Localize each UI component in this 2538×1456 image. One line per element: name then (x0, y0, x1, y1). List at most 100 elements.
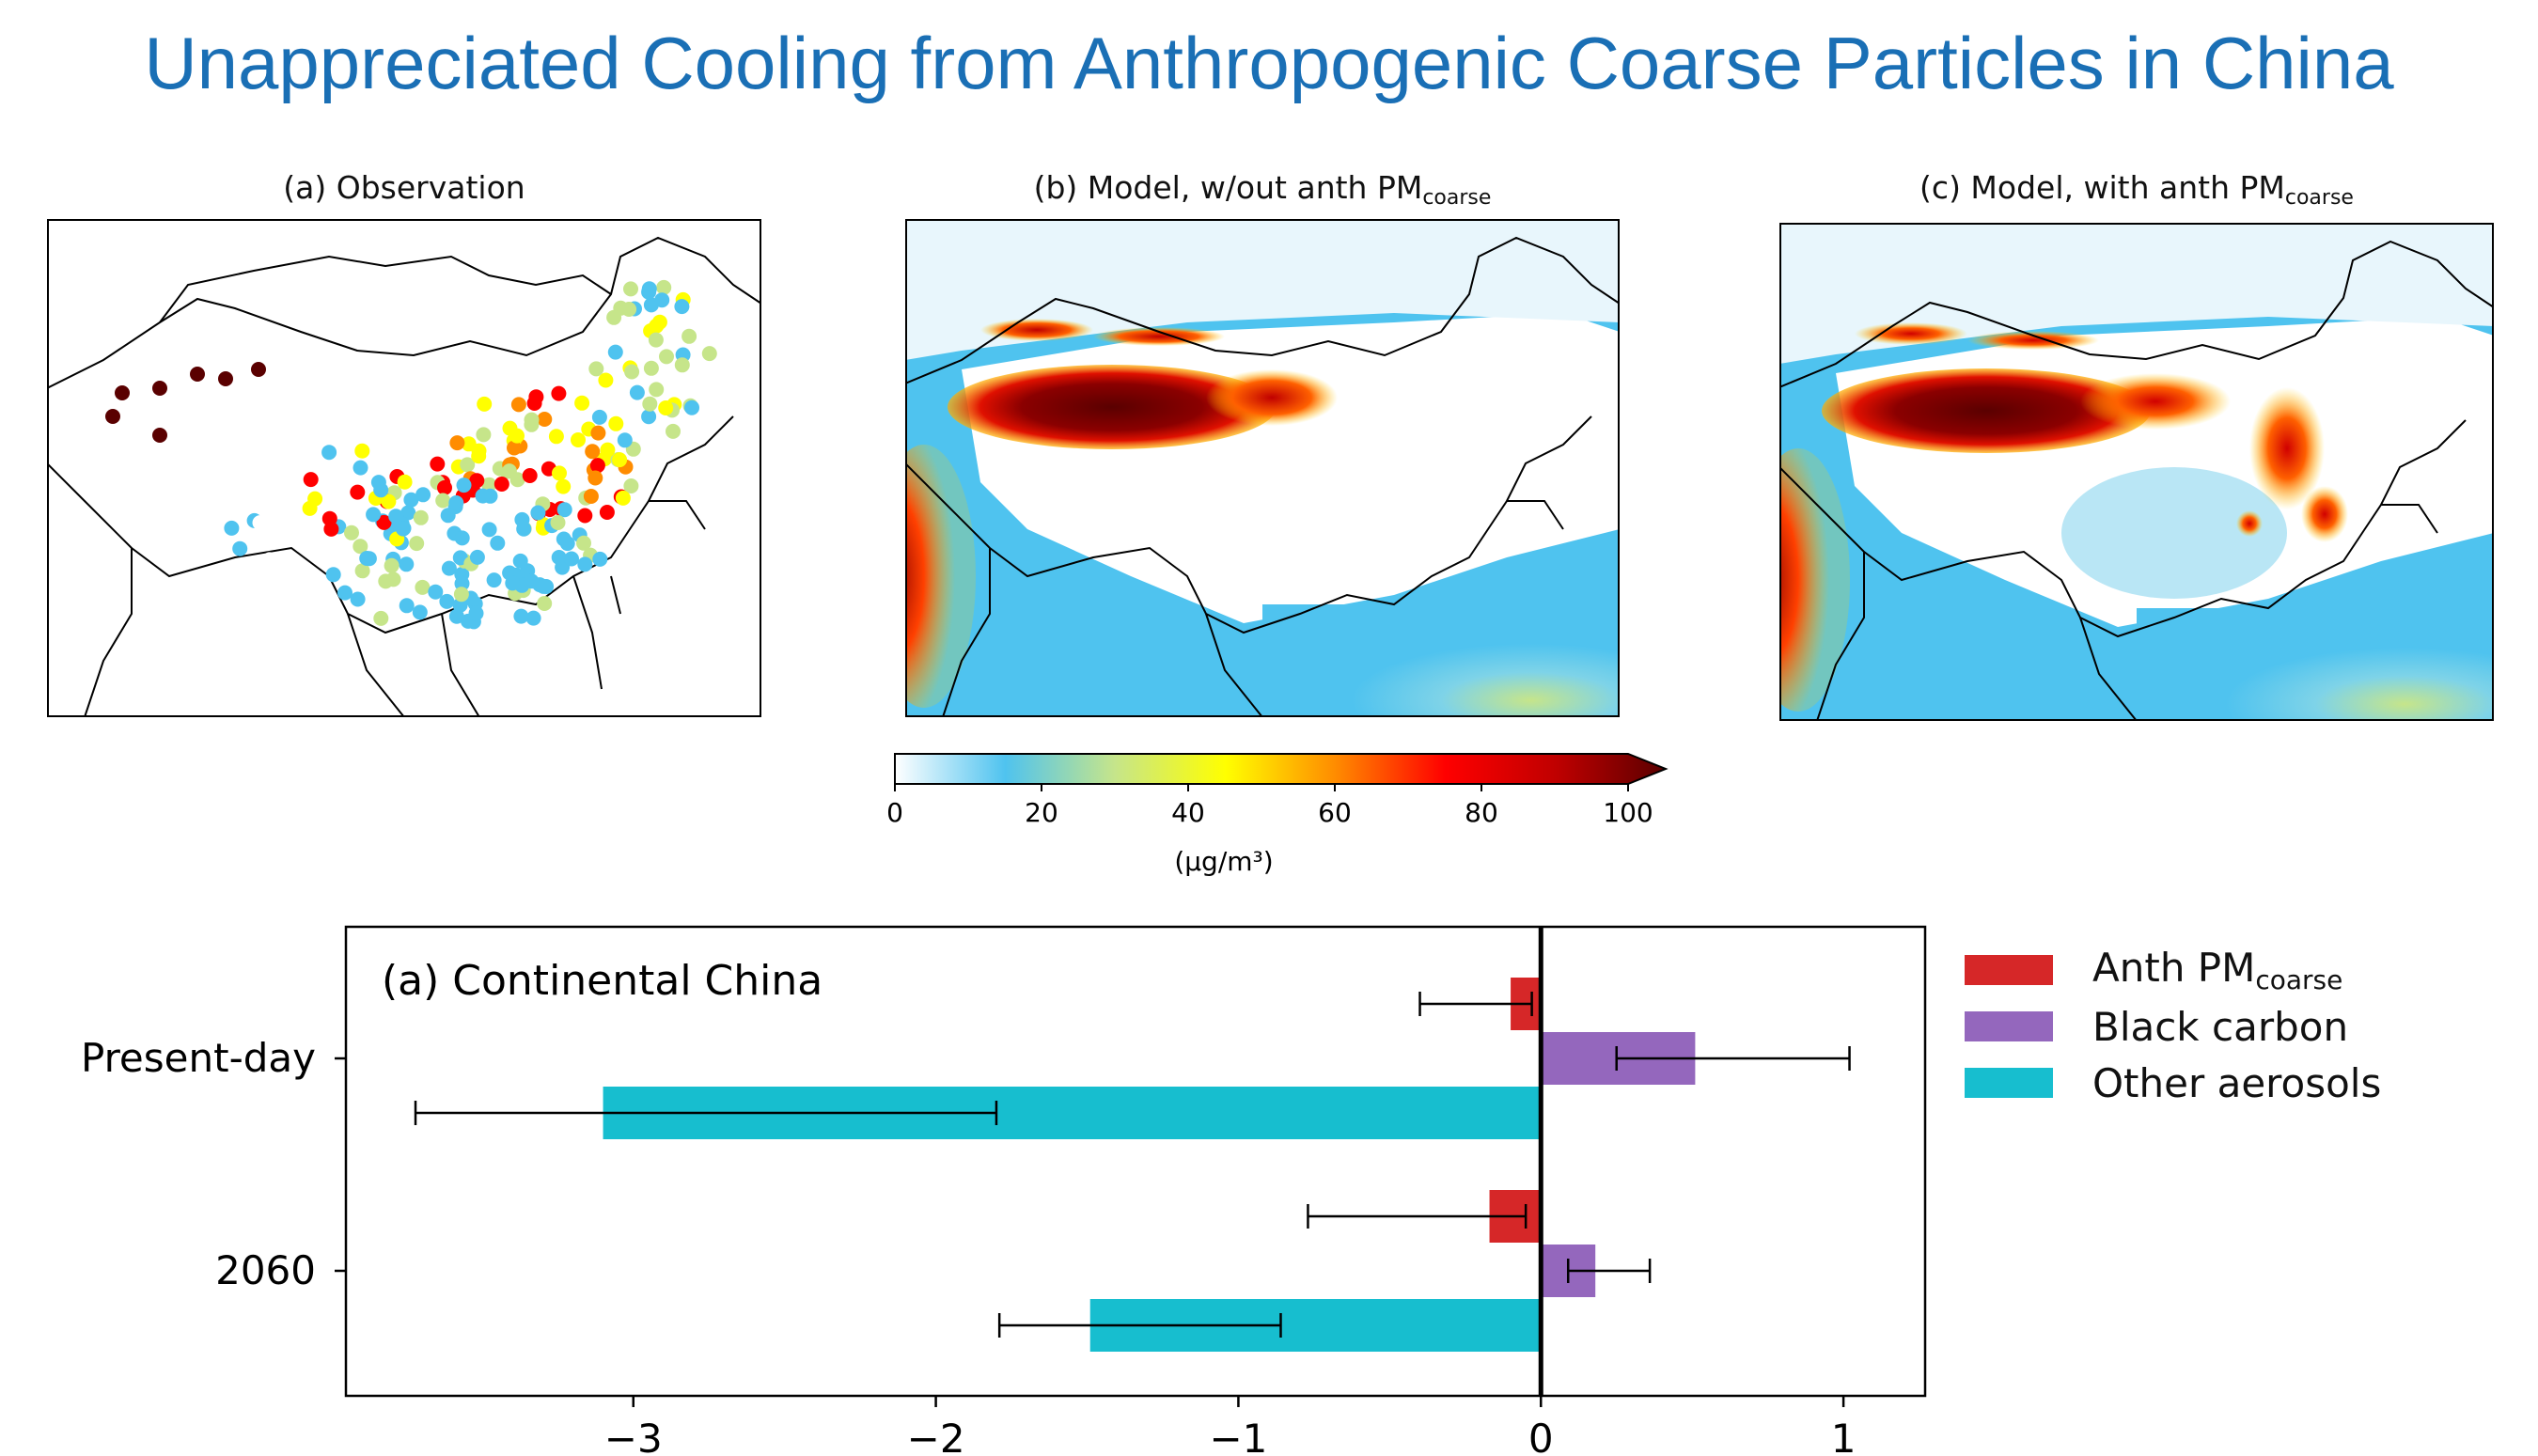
station-dot (456, 478, 472, 493)
station-dot (583, 489, 599, 504)
station-dot (576, 535, 591, 551)
station-dot (415, 487, 431, 503)
station-dot (381, 493, 397, 509)
station-dot (501, 463, 517, 479)
map-model-without (905, 219, 1620, 717)
station-dot (477, 396, 493, 412)
station-dot (441, 560, 457, 576)
station-dot (642, 396, 658, 412)
y-tick-label: Present-day (81, 1035, 316, 1081)
station-dot (658, 400, 674, 415)
station-dot (366, 507, 382, 523)
station-dot (509, 428, 525, 444)
station-dot (598, 372, 614, 388)
station-dot (556, 531, 572, 547)
station-dot (468, 605, 484, 621)
station-dot (481, 477, 497, 493)
map-title-observation: (a) Observation (283, 169, 525, 206)
station-dot (251, 362, 266, 377)
station-dot (648, 332, 664, 348)
station-dot (486, 572, 502, 588)
station-dot (448, 608, 464, 624)
panel-label: (a) Continental China (382, 957, 822, 1005)
station-dot (654, 292, 670, 308)
station-dot (556, 478, 572, 494)
colorbar-tick-label: 20 (1025, 797, 1058, 828)
station-dot (105, 409, 120, 424)
station-dot (530, 505, 546, 521)
station-dot (564, 551, 579, 567)
station-dot (513, 608, 529, 624)
station-dot (337, 585, 352, 601)
station-dot (617, 432, 633, 448)
station-dot (682, 328, 697, 344)
legend-swatch-black-carbon (1965, 1011, 2053, 1041)
station-dot (512, 553, 528, 569)
station-dot (643, 360, 659, 376)
station-dot (600, 442, 616, 458)
observation-station-points (105, 279, 717, 630)
x-tick-label: −3 (604, 1416, 663, 1456)
station-dot (376, 514, 392, 530)
station-dot (701, 346, 717, 362)
station-dot (350, 484, 366, 500)
station-dot (623, 281, 638, 297)
station-dot (378, 573, 394, 589)
station-dot (528, 389, 544, 405)
station-dot (460, 457, 476, 473)
station-dot (409, 536, 425, 552)
station-dot (399, 598, 415, 614)
station-dot (548, 429, 564, 445)
colorbar-tick-label: 0 (886, 797, 903, 828)
station-dot (428, 584, 444, 600)
station-dot (115, 385, 130, 400)
station-dot (325, 567, 341, 583)
legend-swatch-other-aerosols (1965, 1068, 2053, 1098)
station-dot (232, 540, 248, 556)
station-dot (516, 521, 532, 537)
station-dot (550, 515, 566, 530)
station-dot (585, 444, 601, 460)
station-dot (674, 357, 690, 373)
station-dot (252, 515, 268, 531)
station-dot (589, 458, 605, 474)
station-dot (388, 509, 404, 524)
station-dot (588, 470, 603, 486)
station-dot (552, 465, 567, 481)
station-dot (507, 440, 522, 456)
station-dot (399, 556, 415, 572)
station-dot (649, 318, 665, 334)
station-dot (373, 482, 389, 498)
station-dot (623, 478, 639, 493)
station-dot (359, 551, 375, 566)
station-dot (574, 395, 590, 411)
chart-legend: Anth PMcoarse Black carbon Other aerosol… (1965, 942, 2381, 1111)
station-dot (537, 596, 553, 611)
station-dot (475, 488, 491, 504)
colorbar-tick-label: 100 (1603, 797, 1653, 828)
legend-item-other-aerosols: Other aerosols (1965, 1055, 2381, 1111)
colorbar-gradient (894, 753, 1668, 785)
station-dot (397, 474, 413, 490)
station-dot (412, 604, 428, 620)
station-dot (606, 309, 622, 325)
station-dot (293, 537, 309, 553)
china-border-outline (47, 236, 761, 717)
station-dot (551, 550, 567, 565)
station-dot (522, 468, 538, 483)
station-dot (577, 508, 593, 524)
station-dot (303, 472, 319, 488)
station-dot (440, 508, 456, 524)
station-dot (224, 520, 240, 536)
station-dot (454, 575, 470, 591)
station-dot (218, 371, 233, 386)
map-title-model-without: (b) Model, w/out anth PMcoarse (1033, 169, 1492, 210)
page-title: Unappreciated Cooling from Anthropogenic… (144, 22, 2394, 104)
station-dot (588, 361, 604, 377)
station-dot (352, 539, 368, 555)
plot-frame (344, 925, 1927, 1398)
station-dot (591, 409, 607, 425)
station-dot (448, 495, 464, 510)
station-dot (430, 456, 446, 472)
station-dot (537, 412, 553, 427)
